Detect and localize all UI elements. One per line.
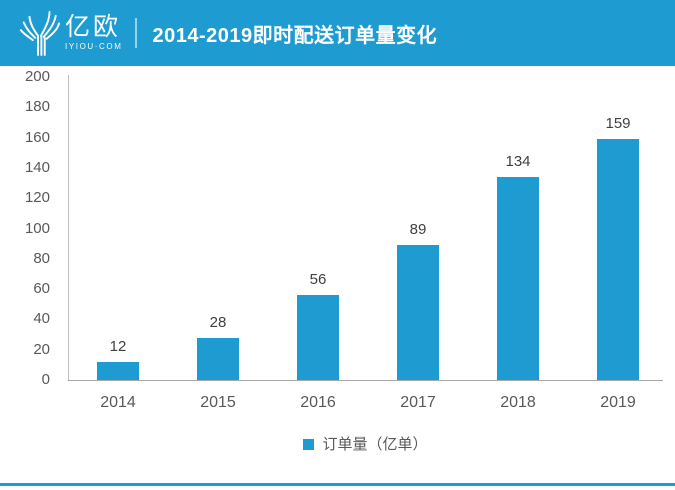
brand-domain: IYIOU·COM (65, 42, 123, 51)
brand-name: 亿欧 (65, 13, 122, 41)
bar-value-label: 89 (409, 221, 427, 239)
bar-value-label: 12 (109, 337, 127, 355)
y-axis-tick-label: 120 (24, 189, 50, 207)
bar-group-2017: 89 (368, 77, 468, 380)
bar-group-2014: 12 (68, 77, 168, 380)
y-axis-tick-label: 0 (41, 371, 50, 388)
x-axis-label: 2015 (200, 394, 236, 411)
y-axis-tick-label: 100 (24, 219, 50, 237)
y-axis-tick-label: 200 (24, 68, 50, 85)
header-divider (134, 18, 137, 48)
x-axis-label: 2017 (400, 394, 436, 411)
x-axis-label: 2014 (100, 394, 136, 411)
y-axis-tick-label: 60 (33, 280, 50, 298)
brand-text-block: 亿欧 IYIOU·COM (65, 15, 123, 51)
bar-2019 (597, 139, 639, 380)
x-axis: 2014 2015 2016 2017 2018 2019 (68, 394, 668, 412)
bar-value-label: 134 (505, 153, 531, 170)
y-axis-tick-label: 140 (24, 158, 50, 176)
bar-2017 (397, 245, 439, 380)
y-axis-tick-label: 40 (33, 310, 50, 328)
y-axis-line (68, 75, 69, 380)
y-axis-tick-label: 160 (24, 128, 50, 146)
bar-2015 (197, 337, 239, 380)
plot-area: 12 28 56 89 134 159 (68, 77, 668, 380)
chart-title: 2014-2019即时配送订单量变化 (152, 24, 438, 47)
header-bar: 亿欧 IYIOU·COM 2014-2019即时配送订单量变化 (0, 0, 675, 66)
brand-logo: 亿欧 IYIOU·COM (18, 9, 123, 57)
bar-group-2015: 28 (168, 77, 268, 380)
bar-2014 (97, 361, 139, 380)
bar-group-2016: 56 (268, 77, 368, 380)
bar-value-label: 28 (209, 313, 227, 331)
bar-chart: 0 20 40 60 80 100 120 140 160 180 200 12 28 56 89 134 1… (0, 66, 675, 480)
bottom-accent-line (0, 483, 675, 486)
y-axis-tick-label: 80 (33, 249, 50, 267)
legend-marker (303, 439, 315, 450)
bar-value-label: 159 (605, 115, 631, 133)
x-axis-label: 2019 (600, 394, 636, 411)
legend-label: 订单量（亿单） (322, 436, 428, 453)
bar-2018 (497, 177, 539, 380)
x-axis-label: 2016 (300, 394, 336, 411)
yiou-logo-icon (18, 9, 60, 57)
y-axis-tick-label: 180 (24, 98, 50, 116)
legend: 订单量（亿单） (68, 433, 663, 454)
bar-value-label: 56 (309, 271, 327, 289)
bar-2016 (297, 295, 339, 380)
bar-group-2019: 159 (568, 77, 668, 380)
x-axis-line (68, 380, 663, 381)
x-axis-label: 2018 (500, 394, 536, 411)
bar-group-2018: 134 (468, 77, 568, 380)
y-axis-tick-label: 20 (33, 340, 50, 358)
